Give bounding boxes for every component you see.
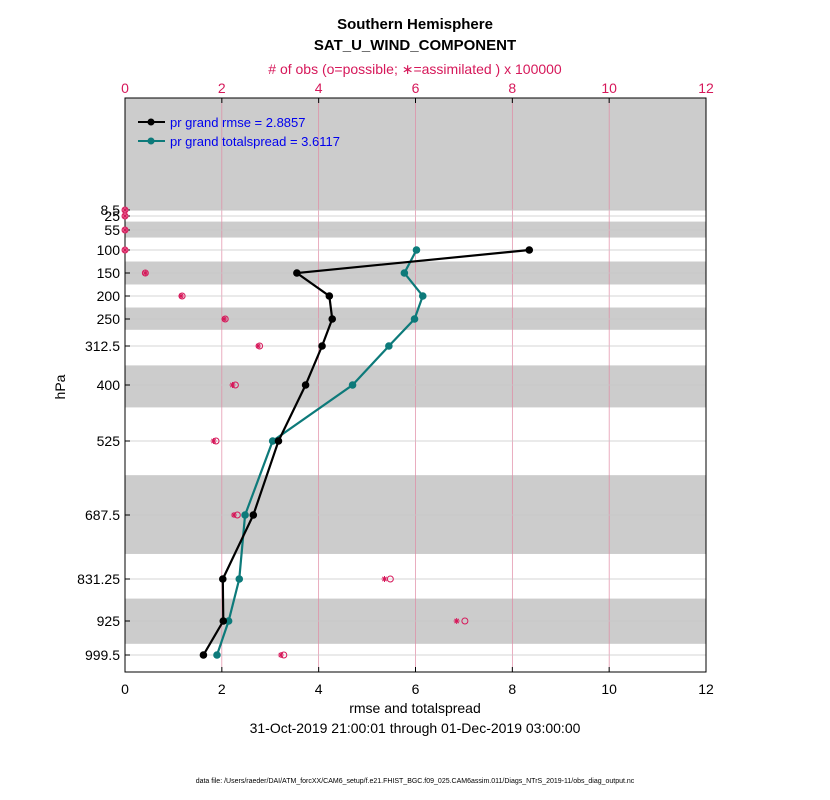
asterisk-stroke (211, 438, 217, 444)
asterisk-stroke (278, 652, 284, 658)
asterisk-stroke (382, 576, 387, 582)
point-rmse (525, 246, 534, 254)
x-axis-label: rmse and totalspread (349, 700, 481, 716)
y-tick-label: 400 (97, 377, 121, 393)
x-tick-label: 2 (218, 681, 226, 697)
point-rmse (328, 315, 337, 323)
point-rmse (219, 575, 227, 583)
point-rmse (249, 511, 258, 519)
point-spread (400, 269, 409, 277)
y-tick-label: 925 (97, 613, 121, 629)
obs-assimilated-marker (142, 270, 149, 276)
y-tick-label: 999.5 (85, 647, 120, 663)
top-tick-label: 2 (218, 80, 226, 96)
asterisk-stroke (122, 247, 128, 253)
point-rmse (293, 269, 301, 277)
asterisk-stroke (454, 618, 460, 624)
y-tick-label: 150 (97, 265, 121, 281)
asterisk-stroke (122, 213, 128, 219)
asterisk-stroke (221, 316, 227, 322)
point-spread (241, 511, 249, 519)
series-lines (199, 246, 534, 659)
obs-assimilated-marker (230, 512, 237, 518)
x-tick-label: 12 (698, 681, 714, 697)
top-tick-label: 10 (601, 80, 617, 96)
point-spread (213, 651, 221, 659)
x-tick-label: 6 (412, 681, 420, 697)
obs-assimilated-marker (122, 207, 128, 213)
asterisk-stroke (122, 227, 128, 233)
asterisk-stroke (230, 382, 235, 388)
y-tick-label: 831.25 (77, 571, 120, 587)
obs-assimilated-marker (453, 618, 460, 624)
obs-assimilated-marker (381, 576, 388, 582)
footnote: data file: /Users/raeder/DAI/ATM_forcXX/… (196, 778, 635, 785)
legend-marker-spread (147, 137, 155, 145)
y-tick-label: 200 (97, 288, 121, 304)
x-tick-label: 8 (508, 681, 516, 697)
obs-assimilated-marker (221, 316, 228, 322)
top-tick-label: 12 (698, 80, 714, 96)
top-tick-label: 8 (508, 80, 516, 96)
asterisk-stroke (255, 343, 261, 349)
obs-possible-marker (461, 617, 469, 625)
x-tick-label: 4 (315, 681, 323, 697)
point-spread (224, 617, 233, 625)
obs-assimilated-marker (210, 438, 217, 444)
point-rmse (199, 651, 208, 659)
gridlines (125, 98, 706, 672)
point-spread (385, 342, 393, 350)
obs-markers (121, 206, 469, 659)
legend-marker-rmse (147, 118, 155, 126)
obs-assimilated-marker (229, 382, 236, 388)
point-spread (418, 292, 427, 300)
point-rmse (318, 342, 326, 350)
point-rmse (219, 617, 228, 625)
y-tick-label: 687.5 (85, 507, 120, 523)
y-tick-label: 25 (104, 208, 120, 224)
asterisk-stroke (122, 207, 128, 213)
obs-assimilated-marker (178, 293, 185, 299)
point-rmse (274, 437, 283, 445)
top-tick-label: 4 (315, 80, 323, 96)
y-tick-label: 525 (97, 433, 121, 449)
point-spread (412, 246, 421, 254)
obs-assimilated-marker (122, 247, 128, 253)
asterisk-stroke (231, 512, 237, 518)
legend-label-rmse: pr grand rmse = 2.8857 (170, 115, 306, 130)
x-tick-label: 0 (121, 681, 129, 697)
obs-assimilated-marker (255, 343, 262, 349)
y-tick-label: 312.5 (85, 338, 120, 354)
point-spread (410, 315, 419, 323)
top-tick-label: 0 (121, 80, 129, 96)
obs-assimilated-marker (122, 227, 128, 233)
point-rmse (301, 381, 310, 389)
legend-label-spread: pr grand totalspread = 3.6117 (170, 134, 340, 149)
obs-assimilated-marker (277, 652, 284, 658)
asterisk-stroke (142, 270, 148, 276)
obs-assimilated-marker (122, 213, 128, 219)
point-spread (348, 381, 357, 389)
legend: pr grand rmse = 2.8857 pr grand totalspr… (138, 115, 340, 149)
y-tick-label: 100 (97, 242, 121, 258)
y-tick-label: 8.5 (101, 202, 121, 218)
top-axis: 0 2 4 6 8 10 12 (121, 80, 714, 103)
point-spread (268, 437, 277, 445)
point-spread (235, 575, 244, 583)
chart-subtitle: SAT_U_WIND_COMPONENT (314, 37, 516, 54)
y-tick-label: 250 (97, 311, 121, 327)
y-tick-label: 55 (104, 222, 120, 238)
bottom-axis: 0 2 4 6 8 10 12 (121, 667, 714, 697)
x-tick-label: 10 (601, 681, 617, 697)
date-range: 31-Oct-2019 21:00:01 through 01-Dec-2019… (250, 720, 581, 736)
asterisk-stroke (178, 293, 184, 299)
y-axis-label: hPa (52, 374, 68, 399)
top-axis-label: # of obs (o=possible; ∗=assimilated ) x … (268, 61, 562, 77)
top-tick-label: 6 (412, 80, 420, 96)
chart-title: Southern Hemisphere (337, 16, 493, 33)
point-rmse (325, 292, 334, 300)
